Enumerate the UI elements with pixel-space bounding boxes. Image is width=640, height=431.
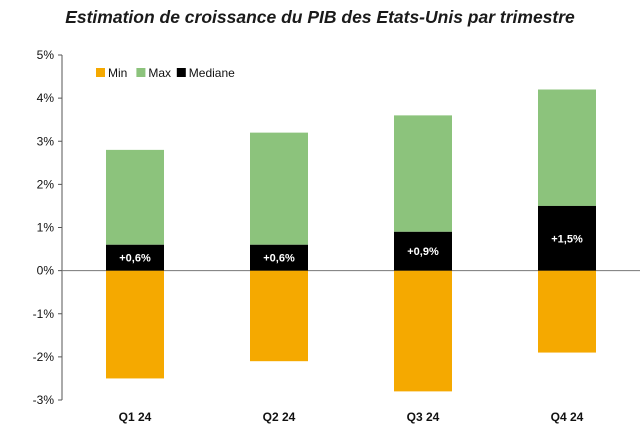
bar-min (538, 270, 596, 353)
data-label-median: +0,9% (407, 246, 439, 258)
bar-min (394, 270, 452, 392)
x-category-label: Q2 24 (263, 410, 296, 424)
y-tick-label: 3% (37, 134, 55, 148)
bar-max (250, 132, 308, 245)
bar-min (250, 270, 308, 362)
bar-median (250, 244, 308, 271)
data-label-median: +0,6% (263, 253, 295, 265)
legend-swatch (96, 68, 105, 77)
y-tick-label: 5% (37, 48, 55, 62)
chart-title: Estimation de croissance du PIB des Etat… (65, 7, 575, 27)
y-tick-label: 4% (37, 91, 55, 105)
bar-max (394, 115, 452, 232)
x-category-label: Q4 24 (551, 410, 584, 424)
y-tick-label: -2% (33, 350, 55, 364)
legend-swatch (176, 68, 186, 77)
bar-min (106, 270, 164, 379)
bar-max (538, 89, 596, 206)
bar-median (538, 205, 596, 271)
y-tick-label: 1% (37, 221, 55, 235)
bar-median (394, 231, 452, 271)
legend: Min Max Mediane (96, 66, 235, 80)
legend-swatch (136, 68, 146, 77)
axes: 5% 4% 3% 2% 1% 0% -1% -2% -3% Q1 24 Q2 24 Q3 24 Q4 2… (33, 48, 640, 424)
y-tick-label: 0% (37, 264, 55, 278)
bar-max (106, 149, 164, 245)
legend-label: Mediane (189, 66, 235, 80)
legend-label: Min (108, 66, 127, 80)
bars: +0,6% +0,6% +0,9% +1,5% (106, 89, 596, 392)
bar-median (106, 244, 164, 271)
y-tick-label: -1% (33, 307, 55, 321)
legend-label: Max (148, 66, 171, 80)
y-tick-label: 2% (37, 177, 55, 191)
data-label-median: +0,6% (119, 253, 151, 265)
y-tick-label: -3% (33, 393, 55, 407)
x-category-label: Q1 24 (119, 410, 152, 424)
x-category-label: Q3 24 (407, 410, 440, 424)
data-label-median: +1,5% (551, 233, 583, 245)
